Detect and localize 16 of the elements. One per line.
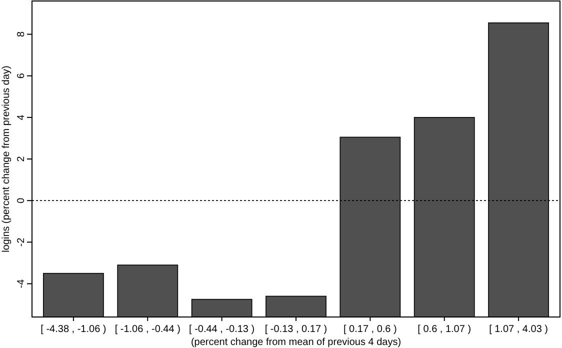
y-axis-title: logins (percent change from previous day)	[1, 66, 12, 252]
x-tick-label: [ -4.38 , -1.06 )	[40, 324, 106, 335]
x-tick-label: [ 1.07 , 4.03 )	[489, 324, 548, 335]
x-tick-label: [ -1.06 , -0.44 )	[114, 324, 180, 335]
x-tick-label: [ 0.6 , 1.07 )	[418, 324, 472, 335]
x-tick-label: [ 0.17 , 0.6 )	[343, 324, 397, 335]
y-tick-label: -4	[16, 278, 27, 288]
y-tick-label: 2	[16, 156, 27, 162]
y-tick-label: -2	[16, 237, 27, 247]
x-tick-label: [ -0.44 , -0.13 )	[189, 324, 255, 335]
y-tick-label: 0	[16, 197, 27, 204]
y-tick-label: 4	[16, 114, 27, 120]
y-tick-label: 6	[16, 72, 27, 79]
y-tick-label: 8	[16, 31, 27, 38]
x-tick-label: [ -0.13 , 0.17 )	[264, 324, 328, 335]
x-axis-title: (percent change from mean of previous 4 days)	[190, 337, 402, 348]
